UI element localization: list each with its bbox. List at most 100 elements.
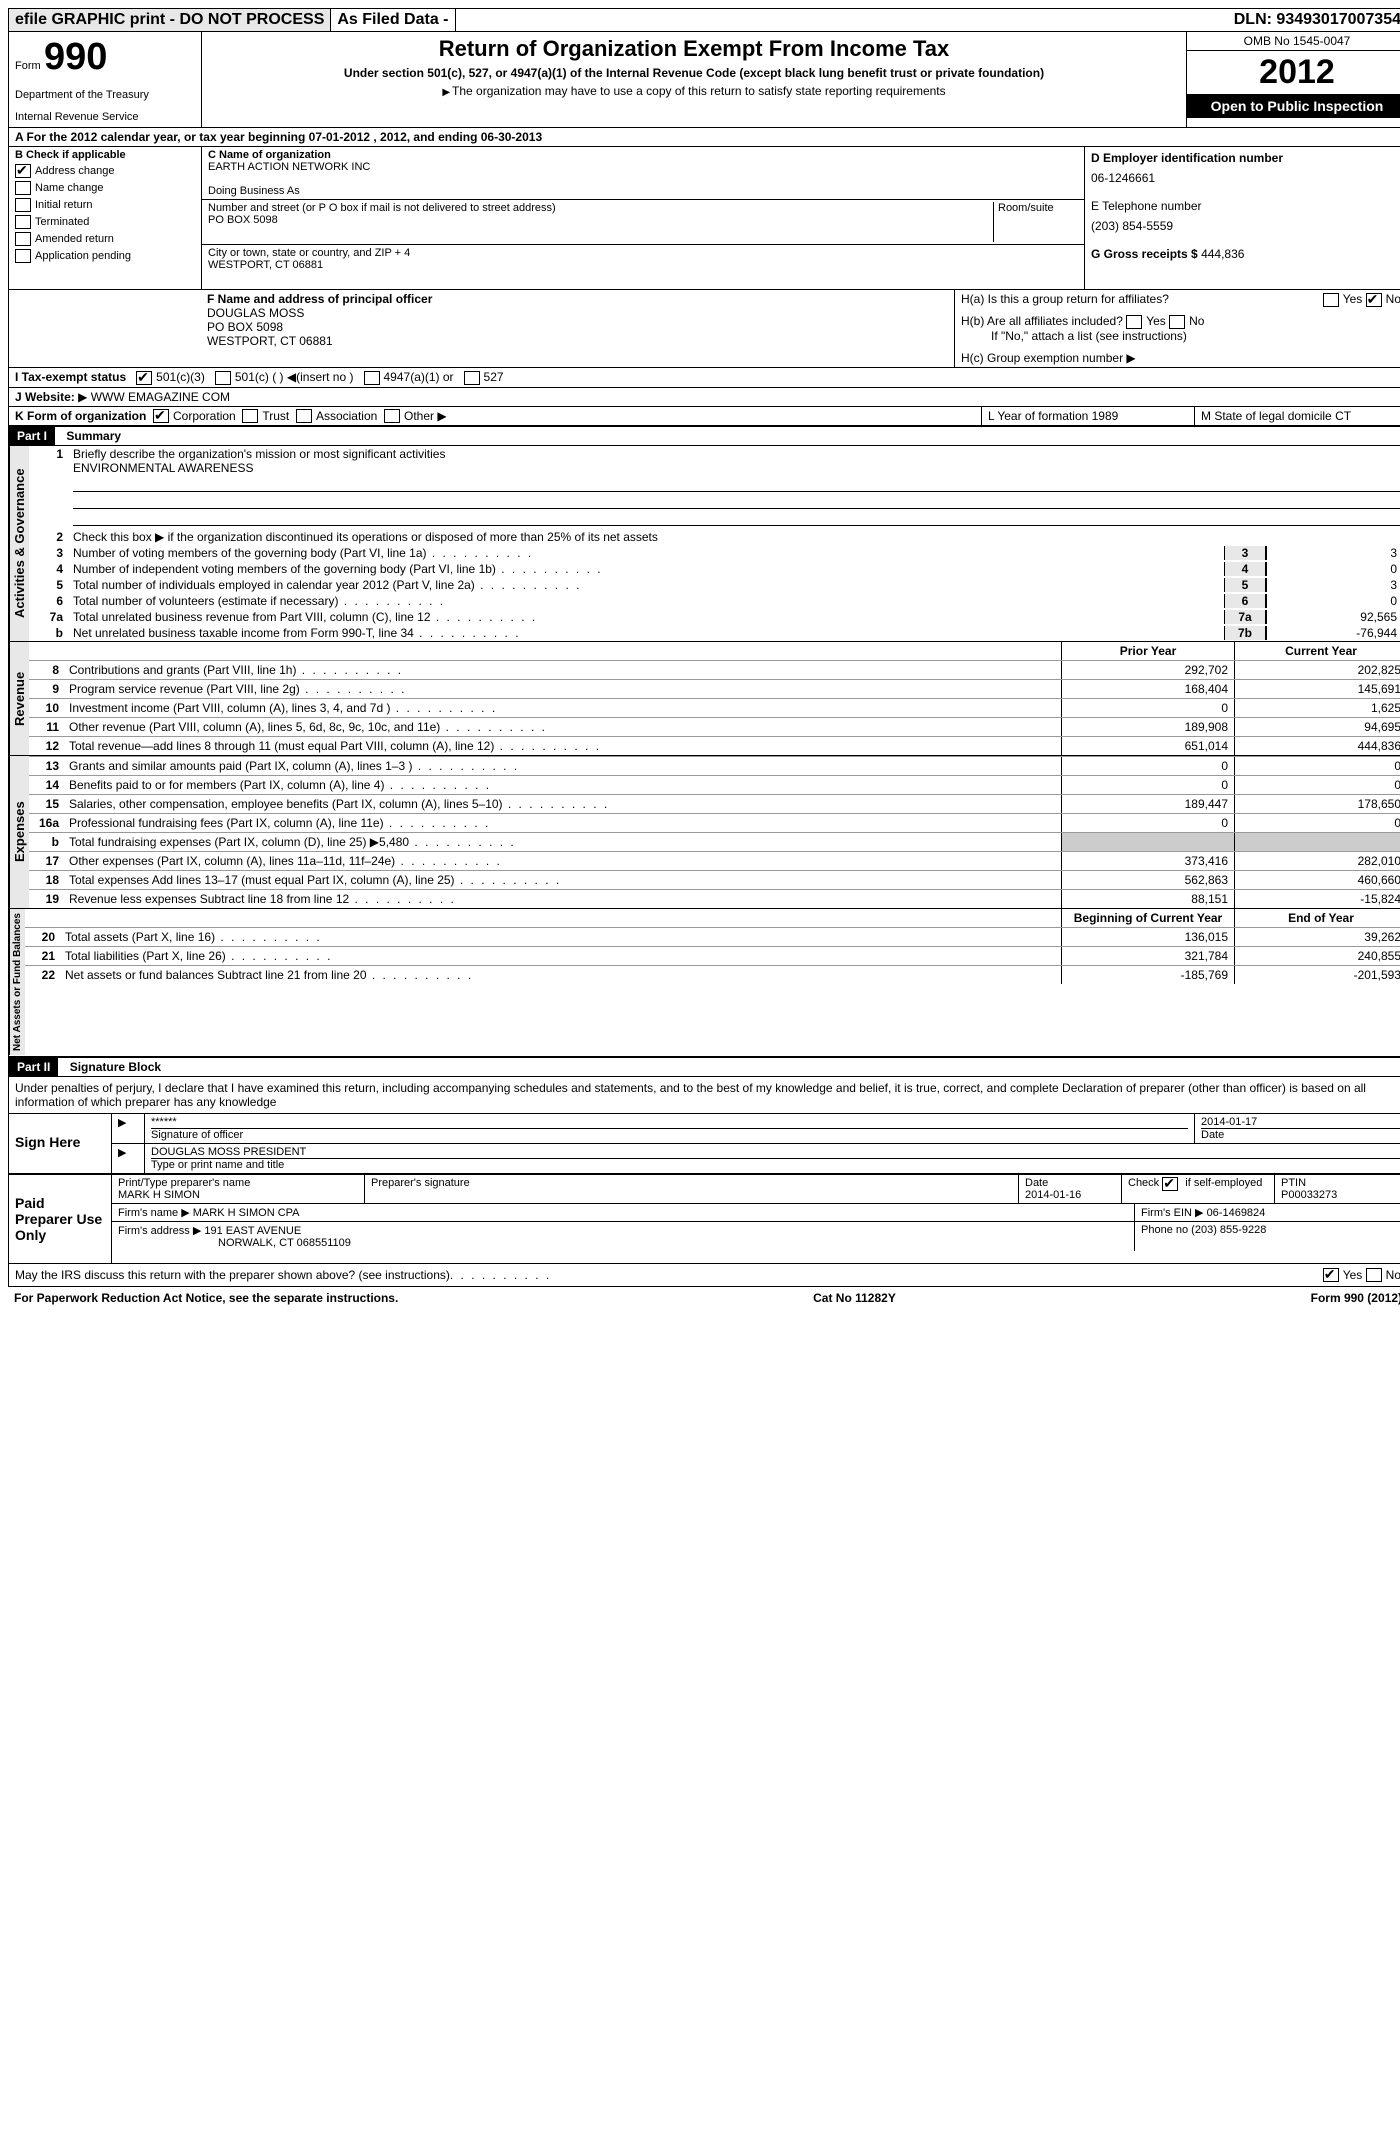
- firm-addr2: NORWALK, CT 068551109: [118, 1237, 351, 1249]
- header-right: OMB No 1545-0047 2012 Open to Public Ins…: [1186, 32, 1400, 127]
- line1-value: ENVIRONMENTAL AWARENESS: [73, 461, 253, 475]
- dept-treasury: Department of the Treasury: [15, 89, 195, 101]
- ha-label: H(a) Is this a group return for affiliat…: [961, 292, 1169, 306]
- ptin-label: PTIN: [1281, 1177, 1400, 1189]
- summary-line: 4Number of independent voting members of…: [29, 561, 1400, 577]
- line2-text: Check this box ▶ if the organization dis…: [73, 530, 1400, 544]
- part1-label: Part I: [9, 427, 55, 445]
- activities-body: 1 Briefly describe the organization's mi…: [29, 446, 1400, 641]
- section-c-org: C Name of organization EARTH ACTION NETW…: [202, 147, 1085, 289]
- rev-lines-container: 8Contributions and grants (Part VIII, li…: [29, 660, 1400, 755]
- tax-year: 2012: [1187, 51, 1400, 94]
- summary-line: bTotal fundraising expenses (Part IX, co…: [29, 832, 1400, 851]
- date-label: Date: [1201, 1128, 1400, 1141]
- officer-name: DOUGLAS MOSS: [207, 306, 948, 320]
- ptin-value: P00033273: [1281, 1189, 1400, 1201]
- street-value: PO BOX 5098: [208, 214, 993, 226]
- summary-line: 12Total revenue—add lines 8 through 11 (…: [29, 736, 1400, 755]
- website-row: J Website: ▶ WWW EMAGAZINE COM: [9, 388, 1400, 407]
- checkbox-icon: [15, 198, 31, 212]
- section-a-row: A For the 2012 calendar year, or tax yea…: [9, 128, 1400, 147]
- part1-header-row: Part I Summary: [9, 426, 1400, 446]
- summary-line: bNet unrelated business taxable income f…: [29, 625, 1400, 641]
- hb-note: If "No," attach a list (see instructions…: [961, 329, 1400, 343]
- checkbox-icon[interactable]: [242, 409, 258, 423]
- firm-name: MARK H SIMON CPA: [193, 1207, 300, 1219]
- section-m: M State of legal domicile CT: [1195, 407, 1400, 426]
- summary-line: 17Other expenses (Part IX, column (A), l…: [29, 851, 1400, 870]
- form-note: The organization may have to use a copy …: [210, 84, 1178, 98]
- bcy-header: Beginning of Current Year: [1061, 909, 1234, 927]
- prep-sig-label: Preparer's signature: [365, 1175, 1019, 1203]
- form-org-row: K Form of organization Corporation Trust…: [9, 407, 1400, 427]
- top-bar: efile GRAPHIC print - DO NOT PROCESS As …: [9, 9, 1400, 32]
- checkbox-icon[interactable]: [136, 371, 152, 385]
- checkbox-icon[interactable]: [384, 409, 400, 423]
- check-initial-return[interactable]: Initial return: [15, 198, 195, 212]
- checkbox-icon[interactable]: [1126, 315, 1142, 329]
- activities-section: Activities & Governance 1 Briefly descri…: [9, 446, 1400, 642]
- dln-value: 93493017007354: [1276, 11, 1400, 28]
- activities-label: Activities & Governance: [9, 446, 29, 641]
- sig-row-2: ▶ DOUGLAS MOSS PRESIDENT Type or print n…: [112, 1144, 1400, 1173]
- summary-line: 9Program service revenue (Part VIII, lin…: [29, 679, 1400, 698]
- discuss-text: May the IRS discuss this return with the…: [15, 1268, 450, 1283]
- section-k: K Form of organization Corporation Trust…: [9, 407, 982, 426]
- hb-row: H(b) Are all affiliates included? Yes No: [961, 314, 1400, 329]
- firm-addr1: 191 EAST AVENUE: [204, 1225, 301, 1237]
- form-title: Return of Organization Exempt From Incom…: [210, 36, 1178, 62]
- checkbox-icon[interactable]: [464, 371, 480, 385]
- checkbox-icon[interactable]: [1366, 1268, 1382, 1282]
- checkbox-icon[interactable]: [215, 371, 231, 385]
- sign-here-label: Sign Here: [9, 1114, 112, 1173]
- sig-officer-label: Signature of officer: [151, 1128, 1188, 1141]
- summary-line: 16aProfessional fundraising fees (Part I…: [29, 813, 1400, 832]
- section-b-label: B Check if applicable: [15, 149, 195, 161]
- check-name-change[interactable]: Name change: [15, 181, 195, 195]
- netassets-body: Beginning of Current Year End of Year 20…: [25, 909, 1400, 1055]
- checkbox-icon[interactable]: [364, 371, 380, 385]
- form-ref: Form 990 (2012): [1311, 1291, 1400, 1305]
- as-filed-label: As Filed Data -: [331, 9, 455, 31]
- netassets-section: Net Assets or Fund Balances Beginning of…: [9, 909, 1400, 1056]
- type-label: Type or print name and title: [151, 1158, 1400, 1171]
- summary-line: 8Contributions and grants (Part VIII, li…: [29, 660, 1400, 679]
- org-info-row: B Check if applicable Address change Nam…: [9, 147, 1400, 290]
- check-amended-return[interactable]: Amended return: [15, 232, 195, 246]
- ha-row: H(a) Is this a group return for affiliat…: [961, 292, 1400, 306]
- line-2: 2 Check this box ▶ if the organization d…: [29, 529, 1400, 545]
- check-terminated[interactable]: Terminated: [15, 215, 195, 229]
- col-header-row: Prior Year Current Year: [29, 642, 1400, 660]
- check-application-pending[interactable]: Application pending: [15, 249, 195, 263]
- checkbox-icon[interactable]: [296, 409, 312, 423]
- checkbox-icon: [15, 215, 31, 229]
- checkbox-icon: [15, 232, 31, 246]
- street-label: Number and street (or P O box if mail is…: [208, 202, 993, 214]
- efile-notice: efile GRAPHIC print - DO NOT PROCESS: [9, 9, 331, 31]
- checkbox-icon[interactable]: [1162, 1177, 1178, 1191]
- checkbox-icon[interactable]: [1366, 293, 1382, 307]
- checkbox-icon[interactable]: [153, 409, 169, 423]
- prep-row-2: Firm's name ▶ MARK H SIMON CPA Firm's EI…: [112, 1204, 1400, 1222]
- dept-irs: Internal Revenue Service: [15, 111, 195, 123]
- summary-line: 10Investment income (Part VIII, column (…: [29, 698, 1400, 717]
- summary-line: 6Total number of volunteers (estimate if…: [29, 593, 1400, 609]
- gross-label: G Gross receipts $: [1091, 247, 1198, 261]
- part2-header-row: Part II Signature Block: [9, 1057, 1400, 1077]
- underline: [73, 477, 1400, 492]
- sig-date: 2014-01-17: [1201, 1116, 1400, 1128]
- part1-title: Summary: [58, 427, 129, 445]
- hc-row: H(c) Group exemption number ▶: [961, 351, 1400, 365]
- section-a-text: A For the 2012 calendar year, or tax yea…: [9, 128, 548, 146]
- org-name: EARTH ACTION NETWORK INC: [208, 161, 1078, 173]
- gov-lines-container: 3Number of voting members of the governi…: [29, 545, 1400, 641]
- check-address-change[interactable]: Address change: [15, 164, 195, 178]
- section-i: I Tax-exempt status 501(c)(3) 501(c) ( )…: [9, 368, 1400, 387]
- checkbox-icon[interactable]: [1323, 293, 1339, 307]
- prep-date: 2014-01-16: [1025, 1189, 1115, 1201]
- checkbox-icon[interactable]: [1323, 1268, 1339, 1282]
- prep-name: MARK H SIMON: [118, 1189, 358, 1201]
- checkbox-icon[interactable]: [1169, 315, 1185, 329]
- section-d-id: D Employer identification number 06-1246…: [1085, 147, 1400, 289]
- header-mid: Return of Organization Exempt From Incom…: [202, 32, 1186, 127]
